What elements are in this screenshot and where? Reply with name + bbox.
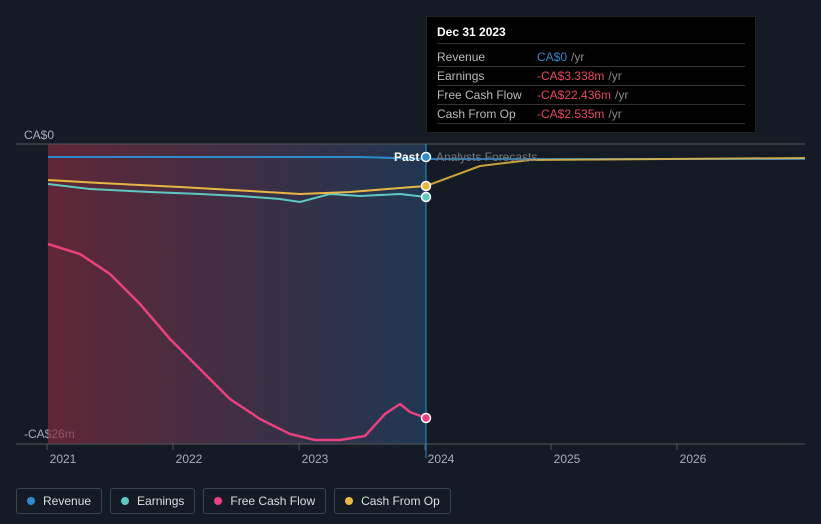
x-tick: 2024: [428, 452, 455, 466]
tooltip-row: Cash From Op-CA$2.535m/yr: [437, 105, 745, 124]
x-tick: 2023: [302, 452, 329, 466]
x-tick: 2022: [176, 452, 203, 466]
legend-label: Revenue: [43, 494, 91, 508]
chart-tooltip: Dec 31 2023 RevenueCA$0/yrEarnings-CA$3.…: [426, 16, 756, 133]
legend-label: Cash From Op: [361, 494, 440, 508]
tooltip-row-unit: /yr: [608, 107, 621, 121]
tooltip-row-label: Revenue: [437, 50, 537, 64]
legend-dot-icon: [121, 497, 129, 505]
tooltip-row-value: CA$0: [537, 50, 567, 64]
legend-dot-icon: [27, 497, 35, 505]
legend-label: Free Cash Flow: [230, 494, 315, 508]
tooltip-row-value: -CA$22.436m: [537, 88, 611, 102]
legend-item-earnings[interactable]: Earnings: [110, 488, 195, 514]
legend: Revenue Earnings Free Cash Flow Cash From O…: [16, 488, 451, 514]
legend-item-revenue[interactable]: Revenue: [16, 488, 102, 514]
tooltip-row: Free Cash Flow-CA$22.436m/yr: [437, 86, 745, 105]
tooltip-row-label: Free Cash Flow: [437, 88, 537, 102]
tooltip-row-label: Cash From Op: [437, 107, 537, 121]
tooltip-row-value: -CA$3.338m: [537, 69, 604, 83]
x-axis: 2021 2022 2023 2024 2025 2026: [48, 452, 805, 472]
x-tick: 2025: [554, 452, 581, 466]
tooltip-row-value: -CA$2.535m: [537, 107, 604, 121]
legend-dot-icon: [345, 497, 353, 505]
forecast-label: Analysts Forecasts: [436, 150, 537, 164]
x-tick: 2021: [50, 452, 77, 466]
tooltip-row-unit: /yr: [608, 69, 621, 83]
legend-dot-icon: [214, 497, 222, 505]
x-tick: 2026: [680, 452, 707, 466]
legend-item-free-cash-flow[interactable]: Free Cash Flow: [203, 488, 326, 514]
past-label: Past: [394, 150, 419, 164]
tooltip-row-label: Earnings: [437, 69, 537, 83]
tooltip-date: Dec 31 2023: [437, 25, 745, 44]
tooltip-row: RevenueCA$0/yr: [437, 48, 745, 67]
legend-label: Earnings: [137, 494, 184, 508]
legend-item-cash-from-op[interactable]: Cash From Op: [334, 488, 451, 514]
tooltip-row-unit: /yr: [571, 50, 584, 64]
tooltip-row-unit: /yr: [615, 88, 628, 102]
tooltip-row: Earnings-CA$3.338m/yr: [437, 67, 745, 86]
